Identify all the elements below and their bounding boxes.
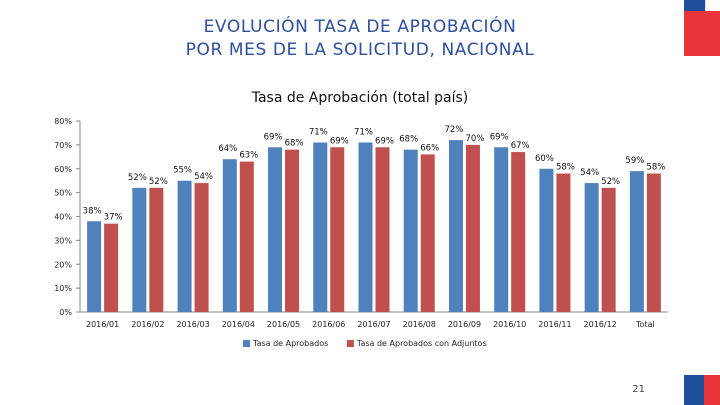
bar-tasa-aprobados-adjuntos <box>285 149 300 312</box>
y-tick-label: 80% <box>54 117 72 126</box>
chart-title: Tasa de Aprobación (total país) <box>251 90 469 106</box>
data-label-adjuntos: 54% <box>194 172 213 182</box>
bar-tasa-aprobados <box>87 221 102 312</box>
bar-tasa-aprobados-adjuntos <box>465 144 480 312</box>
y-tick-label: 50% <box>54 189 72 198</box>
x-tick-label: Total <box>635 320 655 329</box>
slide-title-line-2: POR MES DE LA SOLICITUD, NACIONAL <box>185 40 535 60</box>
data-label-aprobados: 64% <box>218 144 237 154</box>
y-tick-label: 40% <box>54 213 72 222</box>
data-label-adjuntos: 69% <box>330 136 349 146</box>
x-tick-label: 2016/10 <box>493 320 526 329</box>
flag-decoration-red <box>684 11 720 56</box>
data-label-aprobados: 54% <box>580 168 599 178</box>
y-tick-label: 10% <box>54 284 72 293</box>
x-tick-label: 2016/02 <box>131 320 164 329</box>
data-label-aprobados: 52% <box>128 173 147 183</box>
data-label-adjuntos: 69% <box>375 136 394 146</box>
bar-tasa-aprobados <box>132 187 147 312</box>
x-tick-label: 2016/08 <box>403 320 436 329</box>
data-label-adjuntos: 58% <box>646 163 665 173</box>
data-label-aprobados: 71% <box>354 127 373 137</box>
legend-swatch <box>243 340 250 347</box>
legend-label: Tasa de Aprobados <box>252 339 328 348</box>
footer-decoration-blue <box>684 375 704 405</box>
flag-decoration-blue <box>684 0 705 11</box>
y-tick-label: 70% <box>54 141 72 150</box>
bar-tasa-aprobados-adjuntos <box>330 147 345 312</box>
footer-decoration-red <box>704 375 720 405</box>
bars-group <box>87 140 661 312</box>
data-label-adjuntos: 52% <box>149 177 168 187</box>
data-label-adjuntos: 58% <box>556 163 575 173</box>
data-label-aprobados: 55% <box>173 166 192 176</box>
data-label-adjuntos: 66% <box>420 143 439 153</box>
data-label-adjuntos: 37% <box>104 213 123 223</box>
data-label-aprobados: 71% <box>309 127 328 137</box>
bar-tasa-aprobados <box>629 171 644 312</box>
bar-tasa-aprobados <box>222 159 237 312</box>
bar-tasa-aprobados-adjuntos <box>104 223 119 312</box>
data-label-aprobados: 38% <box>83 206 102 216</box>
y-axis: 0% 10% 20% 30% 40% 50% 60% 70% 80% <box>54 117 81 317</box>
bar-tasa-aprobados-adjuntos <box>375 147 390 312</box>
bar-tasa-aprobados-adjuntos <box>149 187 164 312</box>
bar-tasa-aprobados <box>177 180 192 312</box>
legend-label: Tasa de Aprobados con Adjuntos <box>356 339 487 348</box>
x-axis: 2016/01 2016/02 2016/03 2016/04 2016/05 2016/… <box>80 311 668 329</box>
bar-tasa-aprobados <box>313 142 328 312</box>
x-tick-label: 2016/04 <box>222 320 255 329</box>
bar-tasa-aprobados <box>584 183 599 312</box>
bar-tasa-aprobados <box>448 140 463 312</box>
data-label-adjuntos: 70% <box>466 134 485 144</box>
x-tick-label: 2016/05 <box>267 320 300 329</box>
data-label-aprobados: 59% <box>625 156 644 166</box>
bar-tasa-aprobados-adjuntos <box>601 187 616 312</box>
bar-tasa-aprobados <box>403 149 418 312</box>
y-tick-label: 30% <box>54 236 72 245</box>
bar-tasa-aprobados-adjuntos <box>511 152 526 312</box>
data-label-aprobados: 60% <box>535 154 554 164</box>
flag-decoration-white <box>705 0 720 11</box>
x-tick-label: 2016/12 <box>584 320 617 329</box>
x-tick-label: 2016/01 <box>86 320 119 329</box>
data-label-aprobados: 69% <box>490 132 509 142</box>
slide-title-line-1: EVOLUCIÓN TASA DE APROBACIÓN <box>203 17 517 37</box>
x-tick-label: 2016/09 <box>448 320 481 329</box>
data-label-adjuntos: 68% <box>285 139 304 149</box>
page-number: 21 <box>632 384 645 395</box>
bar-tasa-aprobados-adjuntos <box>646 173 661 312</box>
data-label-adjuntos: 52% <box>601 177 620 187</box>
bar-tasa-aprobados <box>539 168 554 312</box>
x-tick-label: 2016/06 <box>312 320 345 329</box>
data-labels-group: 38%37%52% 52%55%54%64%63%69%68%71%69%71%6… <box>83 125 666 223</box>
bar-tasa-aprobados <box>268 147 283 312</box>
bar-tasa-aprobados-adjuntos <box>194 183 209 312</box>
bar-tasa-aprobados <box>494 147 509 312</box>
x-tick-label: 2016/03 <box>176 320 209 329</box>
y-tick-label: 60% <box>54 165 72 174</box>
legend-swatch <box>346 340 354 347</box>
bar-tasa-aprobados-adjuntos <box>239 161 254 312</box>
bar-tasa-aprobados <box>358 142 373 312</box>
slide-title: EVOLUCIÓN TASA DE APROBACIÓN POR MES DE … <box>0 16 720 62</box>
x-tick-label: 2016/11 <box>538 320 571 329</box>
data-label-aprobados: 68% <box>399 135 418 145</box>
legend: Tasa de Aprobados Tasa de Aprobados con A… <box>243 339 487 348</box>
y-tick-label: 0% <box>59 308 72 317</box>
data-label-aprobados: 72% <box>445 125 464 135</box>
data-label-adjuntos: 67% <box>511 141 530 151</box>
y-tick-label: 20% <box>54 260 72 269</box>
bar-tasa-aprobados-adjuntos <box>420 154 435 312</box>
x-tick-label: 2016/07 <box>357 320 390 329</box>
data-label-adjuntos: 63% <box>239 151 258 161</box>
bar-tasa-aprobados-adjuntos <box>556 173 571 312</box>
data-label-aprobados: 69% <box>264 132 283 142</box>
